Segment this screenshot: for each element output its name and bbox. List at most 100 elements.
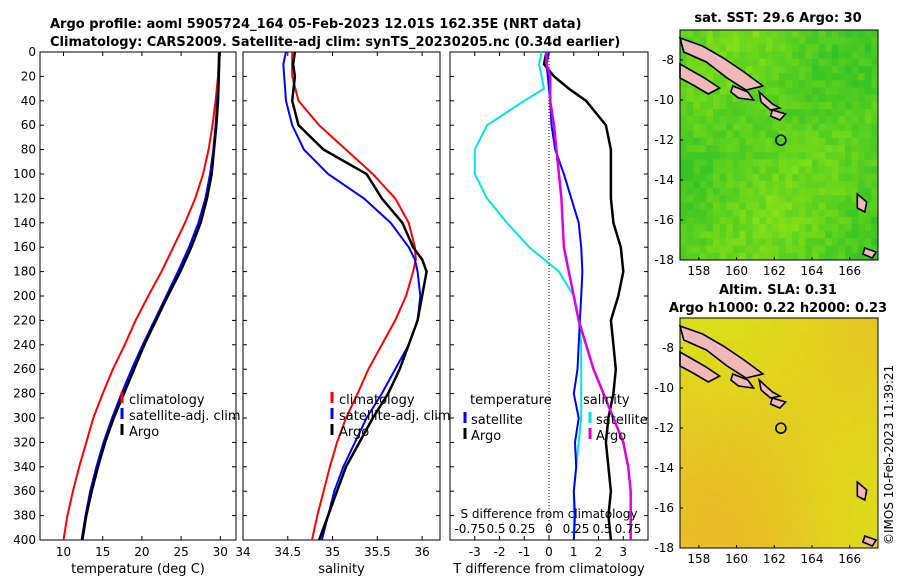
heatmap-cell — [752, 224, 760, 232]
heatmap-cell — [706, 101, 714, 110]
y-tick-label: -8 — [662, 341, 674, 355]
heatmap-cell — [772, 145, 780, 153]
heatmap-cell — [851, 361, 859, 369]
heatmap-cell — [752, 353, 760, 362]
heatmap-cell — [759, 318, 767, 326]
heatmap-cell — [779, 30, 786, 38]
heatmap-cell — [726, 411, 734, 420]
heatmap-cell — [726, 173, 734, 182]
heatmap-cell — [746, 130, 753, 139]
heatmap-cell — [851, 245, 859, 254]
heatmap-cell — [805, 87, 813, 96]
heatmap-cell — [693, 533, 701, 542]
heatmap-cell — [831, 440, 839, 448]
heatmap-cell — [739, 332, 747, 340]
heatmap-cell — [792, 152, 800, 160]
heatmap-cell — [680, 145, 687, 153]
heatmap-cell — [831, 123, 839, 132]
heatmap-cell — [798, 483, 806, 491]
heatmap-cell — [805, 231, 813, 239]
heatmap-cell — [719, 318, 727, 326]
heatmap-cell — [825, 440, 833, 448]
heatmap-cell — [785, 318, 793, 326]
heatmap-cell — [765, 540, 773, 549]
series-line-temperature-satellite — [473, 51, 583, 540]
heatmap-cell — [713, 224, 720, 232]
heatmap-cell — [798, 454, 806, 463]
heatmap-cell — [759, 116, 767, 124]
heatmap-cell — [779, 425, 786, 434]
heatmap-cell — [851, 332, 859, 340]
heatmap-cell — [831, 166, 839, 175]
heatmap-cell — [686, 109, 694, 117]
heatmap-cell — [785, 490, 793, 499]
heatmap-cell — [825, 137, 833, 146]
heatmap-cell — [752, 180, 760, 189]
heatmap-cell — [686, 375, 694, 384]
heatmap-cell — [779, 361, 786, 369]
heatmap-cell — [785, 152, 793, 160]
heatmap-cell — [838, 382, 846, 391]
heatmap-cell — [851, 166, 859, 175]
heatmap-cell — [693, 123, 701, 132]
heatmap-cell — [825, 339, 833, 348]
heatmap-cell — [838, 368, 846, 376]
heatmap-cell — [779, 325, 786, 333]
heatmap-cell — [805, 116, 813, 124]
heatmap-cell — [699, 389, 707, 398]
heatmap-cell — [858, 44, 866, 52]
heatmap-cell — [772, 533, 780, 542]
x-tick-label: -1 — [518, 545, 530, 559]
heatmap-cell — [805, 375, 813, 384]
heatmap-cell — [719, 216, 727, 225]
heatmap-cell — [864, 411, 872, 420]
heatmap-cell — [765, 65, 773, 74]
heatmap-cell — [719, 130, 727, 139]
heatmap-cell — [864, 145, 872, 153]
heatmap-cell — [812, 51, 819, 60]
heatmap-cell — [851, 397, 859, 405]
heatmap-cell — [831, 368, 839, 376]
heatmap-cell — [864, 58, 872, 67]
heatmap-cell — [699, 137, 707, 146]
heatmap-cell — [739, 504, 747, 513]
sla-map-title-line1: Altim. SLA: 0.31 — [719, 283, 837, 298]
heatmap-cell — [765, 512, 773, 520]
heatmap-cell — [686, 497, 694, 506]
heatmap-cell — [825, 188, 833, 196]
heatmap-cell — [864, 202, 872, 211]
heatmap-cell — [765, 476, 773, 484]
heatmap-cell — [719, 51, 727, 60]
heatmap-cell — [713, 231, 720, 239]
heatmap-cell — [818, 195, 826, 203]
heatmap-cell — [812, 101, 819, 110]
heatmap-cell — [798, 389, 806, 398]
heatmap-cell — [765, 411, 773, 420]
heatmap-cell — [785, 65, 793, 74]
heatmap-cell — [785, 238, 793, 247]
heatmap-cell — [851, 37, 859, 45]
heatmap-cell — [699, 476, 707, 484]
heatmap-cell — [792, 375, 800, 384]
heatmap-cell — [818, 80, 826, 88]
heatmap-cell — [864, 73, 872, 81]
heatmap-cell — [752, 404, 760, 412]
heatmap-cell — [680, 80, 687, 88]
heatmap-cell — [752, 238, 760, 247]
heatmap-cell — [719, 483, 727, 491]
heatmap-cell — [772, 318, 780, 326]
heatmap-cell — [739, 411, 747, 420]
heatmap-cell — [772, 245, 780, 254]
heatmap-cell — [752, 411, 760, 420]
heatmap-cell — [772, 116, 780, 124]
heatmap-cell — [772, 468, 780, 477]
heatmap-cell — [699, 123, 707, 132]
heatmap-cell — [713, 73, 720, 81]
heatmap-cell — [759, 73, 767, 81]
heatmap-cell — [818, 224, 826, 232]
heatmap-cell — [693, 433, 701, 441]
heatmap-cell — [713, 382, 720, 391]
heatmap-cell — [680, 461, 687, 470]
heatmap-cell — [838, 152, 846, 160]
heatmap-cell — [680, 512, 687, 520]
